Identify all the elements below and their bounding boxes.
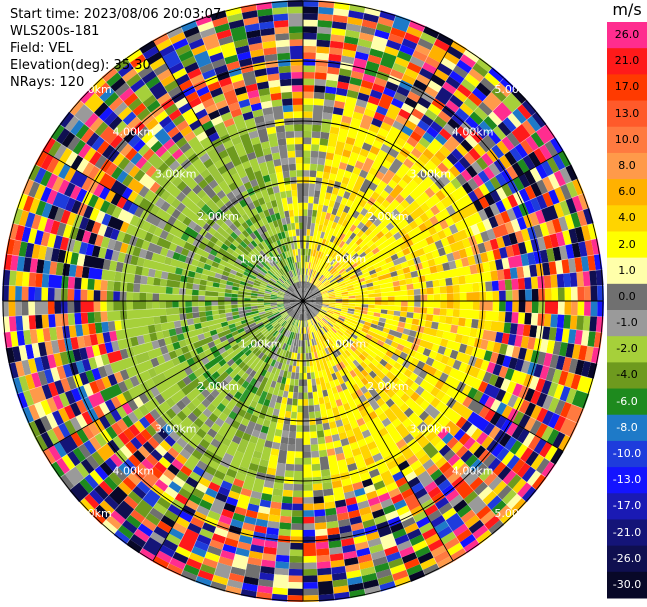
azimuth-line	[302, 300, 454, 562]
range-ring-label: 3.00km	[409, 422, 451, 435]
elevation-label: Elevation(deg): 35.30	[10, 58, 151, 73]
colorbar-bin	[607, 152, 647, 180]
colorbar-tick-label: -13.0	[612, 473, 642, 487]
instrument-label: WLS200s-181	[10, 24, 100, 39]
velocity-field	[2, 0, 604, 603]
colorbar-tick-label: 17.0	[614, 80, 640, 94]
colorbar-bin	[607, 22, 647, 49]
range-ring-label: 2.00km	[367, 210, 409, 223]
plot-info: Start time: 2023/08/06 20:03:07 WLS200s-…	[10, 6, 221, 91]
range-ring-label: 3.00km	[155, 168, 197, 181]
colorbar-bin	[607, 440, 647, 468]
range-ring-label: 5.00km	[494, 83, 536, 96]
colorbar-tick-label: -21.0	[612, 525, 642, 539]
colorbar-bin	[607, 257, 647, 285]
colorbar-tick-label: 8.0	[618, 159, 636, 172]
range-ring-label: 1.00km	[240, 253, 282, 266]
colorbar-bin	[607, 571, 647, 599]
range-ring-label: 1.00km	[325, 337, 367, 350]
range-ring-label: 4.00km	[452, 125, 494, 138]
nrays-label: NRays: 120	[10, 75, 85, 90]
range-ring-label: 2.00km	[197, 380, 239, 393]
colorbar-tick-label: 0.0	[618, 289, 636, 303]
colorbar-tick-label: 2.0	[618, 237, 636, 251]
colorbar-tick-label: -1.0	[616, 316, 638, 330]
colorbar-tick-label: 13.0	[614, 106, 640, 120]
colorbar-bin	[607, 519, 647, 547]
colorbar-tick-label: -2.0	[616, 342, 638, 356]
start-time-label: Start time: 2023/08/06 20:03:07	[10, 7, 222, 22]
colorbar-tick-label: -30.0	[612, 577, 642, 591]
azimuth-line	[302, 150, 564, 302]
colorbar-tick-label: -10.0	[612, 447, 642, 460]
ppi-plot: 1.00km 1.00km 1.00km 1.00km 2.00km 2.00km 2.00…	[2, 0, 604, 603]
colorbar-bin	[607, 48, 647, 75]
colorbar-tick-label: 21.0	[614, 54, 640, 68]
range-ring-label: 3.00km	[155, 422, 197, 435]
range-ring-label: 1.00km	[240, 337, 282, 350]
colorbar-bin	[607, 231, 647, 259]
colorbar-bin	[607, 414, 647, 442]
colorbar-tick-label: -8.0	[616, 420, 638, 434]
azimuth-line	[152, 300, 304, 562]
colorbar-bin	[607, 100, 647, 128]
colorbar-bin	[607, 74, 647, 102]
colorbar	[607, 22, 647, 599]
colorbar-bin	[607, 179, 647, 206]
colorbar-tick-label: -17.0	[612, 499, 642, 513]
colorbar-bin	[607, 310, 647, 337]
range-ring-label: 5.00km	[494, 507, 536, 520]
colorbar-tick-label: 10.0	[614, 132, 640, 146]
range-ring-label: 5.00km	[70, 83, 112, 96]
range-ring-label: 4.00km	[113, 125, 155, 138]
range-ring-label: 2.00km	[197, 210, 239, 223]
field-label: Field: VEL	[10, 41, 73, 56]
colorbar-tick-label: 4.0	[618, 211, 636, 225]
range-ring-label: 2.00km	[367, 380, 409, 393]
colorbar-bin	[607, 467, 647, 494]
colorbar-tick-label: -6.0	[616, 394, 638, 408]
range-ring-label: 4.00km	[113, 465, 155, 478]
colorbar-tick-label: -4.0	[616, 368, 638, 382]
range-ring-label: 3.00km	[409, 168, 451, 181]
colorbar-bin	[607, 362, 647, 390]
colorbar-bin	[607, 126, 647, 154]
colorbar-bin	[607, 283, 647, 311]
azimuth-line	[302, 40, 454, 302]
colorbar-tick-label: 26.0	[614, 28, 640, 42]
colorbar-tick-label: -26.0	[612, 551, 642, 565]
range-ring-label: 4.00km	[452, 465, 494, 478]
colorbar-tick-label: 6.0	[618, 185, 636, 199]
colorbar-title: m/s	[612, 0, 642, 19]
colorbar-bin	[607, 545, 647, 573]
range-ring-label: 5.00km	[70, 507, 112, 520]
colorbar-tick-label: 1.0	[618, 263, 636, 277]
azimuth-line	[302, 300, 564, 452]
azimuth-line	[42, 300, 304, 452]
colorbar-bin	[607, 336, 647, 363]
colorbar-bin	[607, 205, 647, 232]
azimuth-line	[42, 150, 304, 302]
azimuth-line	[152, 40, 304, 302]
colorbar-bin	[607, 388, 647, 416]
colorbar-bin	[607, 493, 647, 520]
range-ring-label: 1.00km	[325, 253, 367, 266]
